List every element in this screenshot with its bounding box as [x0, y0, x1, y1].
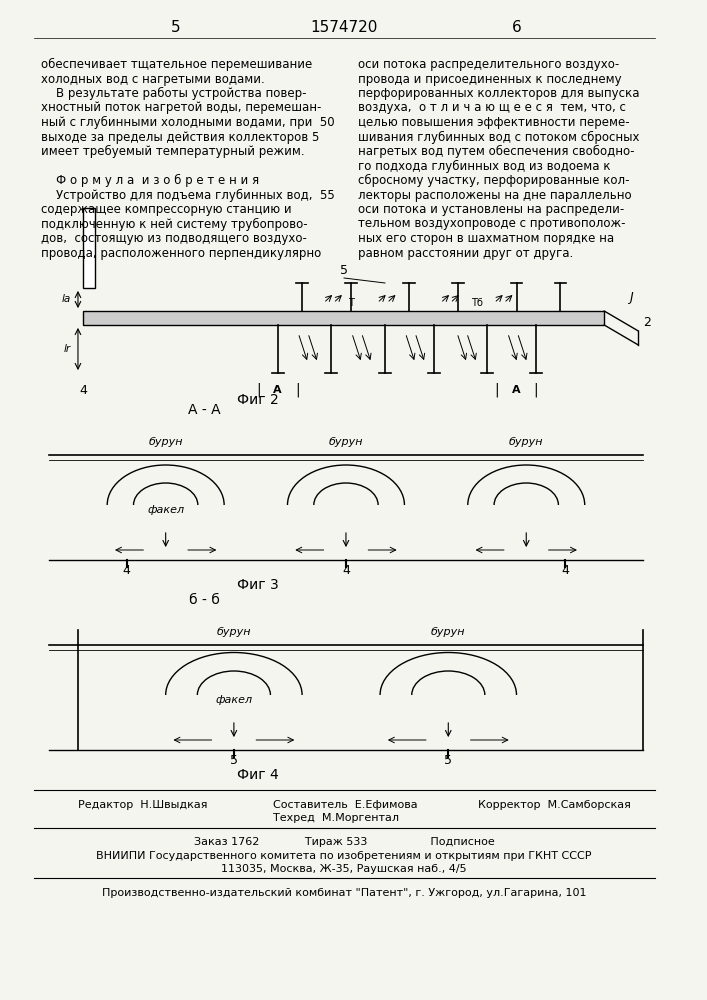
Text: Корректор  М.Самборская: Корректор М.Самборская	[477, 800, 631, 810]
Text: оси потока и установлены на распредели-: оси потока и установлены на распредели-	[358, 203, 624, 216]
Text: 5: 5	[170, 20, 180, 35]
Text: Tб: Tб	[472, 298, 484, 308]
Bar	[83, 311, 604, 325]
Text: 5: 5	[230, 754, 238, 766]
Text: факел: факел	[216, 695, 252, 705]
Text: Фиг 3: Фиг 3	[238, 578, 279, 592]
Text: нагретых вод путем обеспечения свободно-: нагретых вод путем обеспечения свободно-	[358, 145, 634, 158]
Text: Редактор  Н.Швыдкая: Редактор Н.Швыдкая	[78, 800, 207, 810]
Text: |: |	[295, 383, 300, 397]
Text: Фиг 2: Фиг 2	[238, 393, 279, 407]
Text: 4: 4	[123, 564, 131, 576]
Text: факел: факел	[147, 505, 185, 515]
Text: |: |	[256, 383, 261, 397]
Text: 1574720: 1574720	[310, 20, 378, 35]
Text: дов,  состоящую из подводящего воздухо-: дов, состоящую из подводящего воздухо-	[41, 232, 307, 245]
Text: бурун: бурун	[216, 627, 251, 637]
Text: бурун: бурун	[509, 437, 544, 447]
Text: б - б: б - б	[189, 593, 220, 607]
Text: тельном воздухопроводе с противополож-: тельном воздухопроводе с противополож-	[358, 218, 625, 231]
Text: 5: 5	[340, 263, 348, 276]
Text: провода и присоединенных к последнему: провода и присоединенных к последнему	[358, 73, 621, 86]
Text: подключенную к ней систему трубопрово-: подключенную к ней систему трубопрово-	[41, 218, 308, 231]
Text: 4: 4	[561, 564, 569, 576]
Text: Фиг 4: Фиг 4	[238, 768, 279, 782]
Text: T: T	[348, 298, 354, 308]
Text: Заказ 1762             Тираж 533                  Подписное: Заказ 1762 Тираж 533 Подписное	[194, 837, 494, 847]
Text: бурун: бурун	[431, 627, 465, 637]
Text: равном расстоянии друг от друга.: равном расстоянии друг от друга.	[358, 246, 573, 259]
Text: 6: 6	[512, 20, 521, 35]
Text: выходе за пределы действия коллекторов 5: выходе за пределы действия коллекторов 5	[41, 130, 320, 143]
Text: 2: 2	[643, 316, 651, 330]
Text: |: |	[534, 383, 538, 397]
Text: lr: lr	[64, 344, 71, 354]
Text: го подхода глубинных вод из водоема к: го подхода глубинных вод из водоема к	[358, 159, 610, 173]
Text: Составитель  Е.Ефимова: Составитель Е.Ефимова	[273, 800, 418, 810]
Text: сбросному участку, перфорированные кол-: сбросному участку, перфорированные кол-	[358, 174, 629, 187]
Text: ных его сторон в шахматном порядке на: ных его сторон в шахматном порядке на	[358, 232, 614, 245]
Text: бурун: бурун	[329, 437, 363, 447]
Text: 5: 5	[444, 754, 452, 766]
Text: шивания глубинных вод с потоком сбросных: шивания глубинных вод с потоком сбросных	[358, 130, 639, 144]
Text: целью повышения эффективности переме-: целью повышения эффективности переме-	[358, 116, 629, 129]
Text: lа: lа	[62, 294, 71, 304]
Text: воздуха,  о т л и ч а ю щ е е с я  тем, что, с: воздуха, о т л и ч а ю щ е е с я тем, чт…	[358, 102, 626, 114]
Text: 4: 4	[342, 564, 350, 576]
Text: хностный поток нагретой воды, перемешан-: хностный поток нагретой воды, перемешан-	[41, 102, 321, 114]
Text: имеет требуемый температурный режим.: имеет требуемый температурный режим.	[41, 145, 305, 158]
Text: J: J	[629, 292, 632, 304]
Text: оси потока распределительного воздухо-: оси потока распределительного воздухо-	[358, 58, 619, 71]
Text: А - А: А - А	[188, 403, 221, 417]
Text: холодных вод с нагретыми водами.: холодных вод с нагретыми водами.	[41, 73, 264, 86]
Text: бурун: бурун	[148, 437, 183, 447]
Text: A: A	[274, 385, 282, 395]
Text: Ф о р м у л а  и з о б р е т е н и я: Ф о р м у л а и з о б р е т е н и я	[41, 174, 259, 187]
Text: обеспечивает тщательное перемешивание: обеспечивает тщательное перемешивание	[41, 58, 312, 71]
Text: Производственно-издательский комбинат "Патент", г. Ужгород, ул.Гагарина, 101: Производственно-издательский комбинат "П…	[102, 888, 586, 898]
Text: Техред  М.Моргентал: Техред М.Моргентал	[273, 813, 399, 823]
Text: ный с глубинными холодными водами, при  50: ный с глубинными холодными водами, при 5…	[41, 116, 334, 129]
Text: перфорированных коллекторов для выпуска: перфорированных коллекторов для выпуска	[358, 87, 639, 100]
Text: лекторы расположены на дне параллельно: лекторы расположены на дне параллельно	[358, 188, 631, 202]
Text: В результате работы устройства повер-: В результате работы устройства повер-	[41, 87, 306, 100]
Bar	[83, 208, 95, 288]
Text: 4: 4	[79, 383, 87, 396]
Text: A: A	[512, 385, 521, 395]
Text: 113035, Москва, Ж-35, Раушская наб., 4/5: 113035, Москва, Ж-35, Раушская наб., 4/5	[221, 864, 467, 874]
Text: содержащее компрессорную станцию и: содержащее компрессорную станцию и	[41, 203, 291, 216]
Text: |: |	[495, 383, 499, 397]
Text: провода, расположенного перпендикулярно: провода, расположенного перпендикулярно	[41, 246, 321, 259]
Text: Устройство для подъема глубинных вод,  55: Устройство для подъема глубинных вод, 55	[41, 188, 334, 202]
Text: ВНИИПИ Государственного комитета по изобретениям и открытиям при ГКНТ СССР: ВНИИПИ Государственного комитета по изоб…	[96, 851, 592, 861]
